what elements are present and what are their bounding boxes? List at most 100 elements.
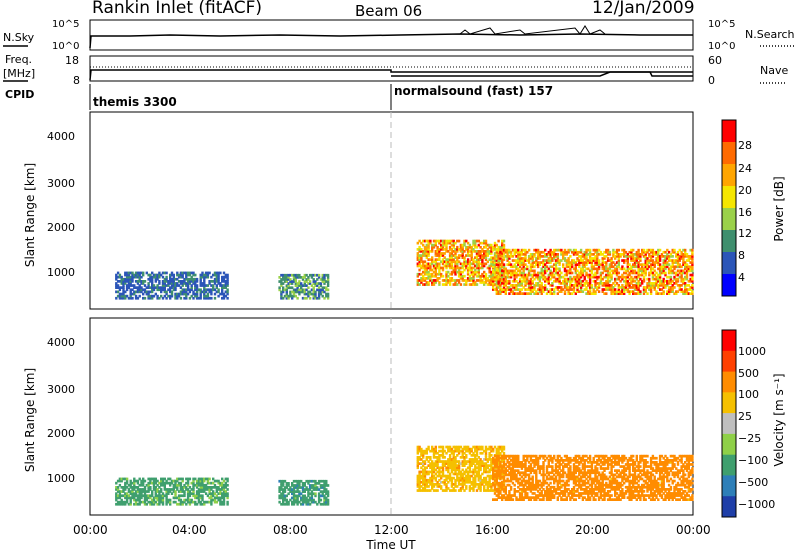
power-cell-607 (301, 276, 305, 279)
power-cell-1817 (544, 284, 547, 287)
power-cell-2583 (644, 288, 647, 291)
velocity-cell-1833 (538, 494, 542, 497)
power-cell-220 (163, 271, 166, 275)
power-cell-2210 (594, 250, 597, 254)
power-cell-1452 (497, 257, 500, 260)
velocity-cell-248 (165, 490, 168, 493)
velocity-cell-34 (122, 500, 125, 504)
velocity-cell-1163 (466, 449, 470, 453)
power-cell-545 (287, 278, 290, 281)
velocity-cell-565 (285, 494, 288, 498)
power-cell-976 (448, 254, 452, 257)
power-cell-1861 (549, 261, 552, 264)
velocity-cell-1962 (554, 463, 558, 466)
power-cell-2417 (623, 267, 626, 271)
power-cell-261 (172, 273, 175, 277)
velocity-cell-1950 (553, 456, 556, 460)
power-cell-490 (224, 275, 227, 279)
velocity-cell-1633 (513, 471, 516, 475)
power-cell-2453 (628, 290, 631, 293)
velocity-cell-311 (179, 477, 183, 481)
velocity-cell-899 (434, 483, 437, 486)
power-cell-959 (447, 262, 450, 266)
power-cell-2602 (646, 267, 649, 271)
velocity-cell-436 (208, 500, 211, 504)
power-cell-613 (303, 282, 306, 285)
velocity-cell-786 (420, 480, 423, 484)
velocity-cell-1642 (515, 496, 518, 499)
velocity-cell-426 (204, 486, 208, 489)
power-cell-1401 (492, 288, 495, 291)
power-cell-638 (310, 288, 314, 292)
power-cell-511 (280, 282, 283, 285)
velocity-cell-1454 (492, 498, 495, 501)
power-cell-1704 (529, 286, 533, 289)
velocity-cell-1946 (553, 479, 556, 483)
power-cell-38 (122, 282, 125, 285)
velocity-cell-784 (420, 489, 423, 492)
power-cell-2573 (642, 277, 646, 281)
power-cell-2544 (639, 292, 642, 295)
velocity-cell-777 (418, 470, 421, 474)
cpid-label: CPID (5, 88, 34, 101)
power-cell-1493 (502, 265, 506, 269)
power-cell-1908 (556, 288, 559, 291)
power-cell-2321 (610, 288, 613, 291)
power-cell-2132 (585, 267, 588, 271)
velocity-cell-1615 (511, 473, 515, 477)
velocity-cell-109 (136, 479, 140, 483)
power-cell-1308 (492, 260, 495, 264)
velocity-cell-163 (149, 500, 152, 504)
power-cell-2847 (678, 288, 681, 291)
velocity-cell-116 (138, 490, 141, 493)
power-cell-39 (122, 280, 125, 283)
power-cell-142 (145, 271, 148, 275)
power-cell-2534 (637, 269, 640, 273)
velocity-cell-331 (185, 481, 188, 485)
power-cell-686 (321, 278, 324, 281)
velocity-cell-1261 (479, 483, 482, 486)
velocity-cell-1461 (492, 469, 495, 472)
power-cell-1737 (533, 273, 536, 277)
power-cell-857 (434, 272, 437, 276)
power-cell-2907 (685, 284, 689, 287)
power-cell-862 (434, 262, 437, 266)
power-cell-2407 (621, 259, 624, 262)
velocity-cell-796 (420, 447, 423, 451)
velocity-cell-1115 (461, 472, 464, 476)
velocity-cell-1082 (457, 480, 461, 484)
power-cell-2833 (676, 290, 680, 293)
power-cell-1508 (504, 255, 507, 258)
power-cell-365 (195, 292, 199, 296)
velocity-cell-685 (312, 488, 315, 491)
velocity-cell-1175 (468, 466, 472, 470)
velocity-cell-659 (307, 494, 310, 498)
power-cell-1907 (556, 292, 559, 295)
power-cell-606 (301, 278, 305, 281)
power-cell-1674 (524, 250, 527, 254)
power-cell-1881 (553, 290, 556, 293)
velocity-cell-1004 (448, 478, 452, 482)
velocity-cell-1495 (495, 454, 498, 458)
power-cell-2000 (569, 288, 572, 291)
power-cell-293 (181, 292, 184, 296)
velocity-cell-810 (422, 456, 425, 459)
power-cell-1895 (554, 279, 558, 283)
power-cell-488 (224, 282, 227, 285)
power-cell-1344 (495, 243, 498, 247)
power-cell-380 (199, 282, 202, 285)
velocity-cell-291 (176, 483, 179, 487)
power-cell-2760 (666, 263, 669, 266)
power-cell-158 (149, 275, 152, 279)
velocity-cell-1641 (515, 498, 518, 501)
power-cell-397 (203, 284, 206, 287)
velocity-cell-788 (420, 474, 423, 478)
velocity-cell-662 (307, 488, 310, 491)
velocity-cell-39 (122, 477, 125, 481)
power-cell-2227 (596, 248, 599, 252)
velocity-cell-654 (305, 486, 308, 489)
power-cell-575 (294, 282, 297, 285)
velocity-cell-1770 (529, 463, 533, 466)
power-cell-44 (124, 282, 127, 285)
velocity-cell-797 (422, 489, 425, 492)
